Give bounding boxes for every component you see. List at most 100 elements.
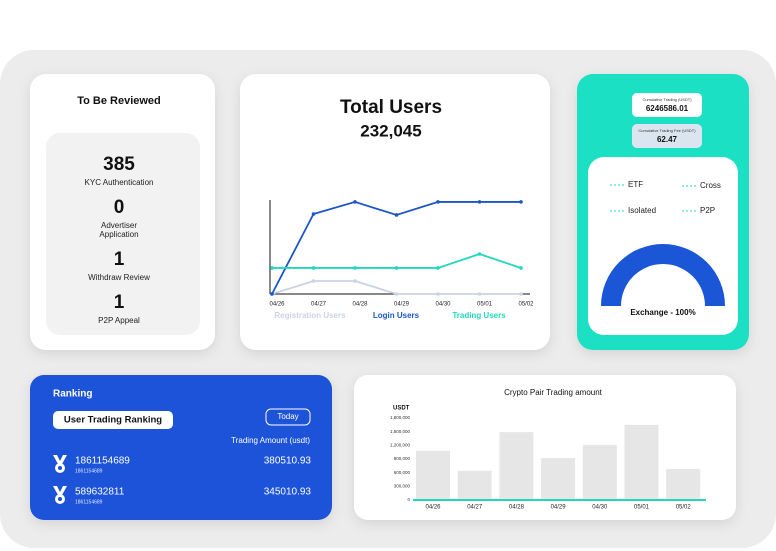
x-tick-label: 05/01 — [477, 302, 493, 308]
review-count: 1 — [114, 292, 125, 313]
y-tick-label: 0 — [407, 497, 410, 502]
legend-label: Cross — [700, 181, 721, 190]
x-tick-label: 05/01 — [634, 505, 650, 511]
ranking-rows: 18611546891861154689380510.9358963281118… — [53, 455, 311, 505]
x-tick-label: 04/30 — [435, 302, 451, 308]
user-sub: 1861154689 — [75, 499, 103, 505]
data-point — [353, 266, 357, 270]
y-tick-label: 900,000 — [394, 456, 411, 461]
user-id: 589632811 — [75, 487, 125, 498]
review-title: To Be Reviewed — [77, 95, 161, 107]
stat-value: 62.47 — [657, 135, 678, 144]
legend-label: P2P — [700, 206, 715, 215]
x-tick-label: 04/30 — [592, 505, 608, 511]
data-point — [519, 200, 523, 204]
review-label: P2P Appeal — [98, 316, 140, 325]
review-count: 0 — [114, 197, 125, 218]
legend-dashes — [610, 184, 697, 212]
data-point — [477, 252, 482, 256]
data-point — [436, 266, 440, 270]
users-total: 232,045 — [360, 121, 421, 140]
bar — [666, 469, 701, 500]
users-plot: 04/26 04/27 04/28 04/29 04/30 05/01 05/02 Regis… — [269, 200, 534, 320]
x-tick-label: 04/29 — [394, 302, 410, 308]
y-tick-label: 1,200,000 — [390, 443, 411, 448]
data-point — [436, 200, 440, 204]
trading-amount: 345010.93 — [264, 487, 312, 498]
data-point — [519, 266, 523, 270]
x-tick-label: 05/02 — [676, 505, 692, 511]
data-point — [477, 200, 482, 204]
bar — [541, 458, 576, 500]
bar — [457, 470, 492, 500]
x-tick-label: 04/27 — [467, 505, 483, 511]
data-point — [519, 292, 523, 296]
data-point — [311, 266, 316, 270]
y-tick-label: 1,500,000 — [390, 429, 411, 434]
medal-icon — [53, 486, 67, 495]
review-label: Withdraw Review — [88, 273, 150, 282]
legend-label: Trading Users — [452, 311, 506, 320]
data-point — [394, 266, 399, 270]
data-point — [394, 213, 399, 217]
review-count: 1 — [114, 249, 125, 270]
stat-box — [632, 124, 702, 148]
pair-title: Crypto Pair Trading amount — [504, 388, 603, 397]
x-tick-label: 04/26 — [269, 302, 285, 308]
ranking-tab[interactable] — [53, 411, 173, 429]
x-tick-label: 05/02 — [518, 302, 534, 308]
medal-icon — [58, 497, 62, 501]
bar — [499, 432, 534, 500]
data-point — [311, 279, 316, 283]
user-sub: 1861154689 — [75, 468, 103, 474]
users-title: Total Users — [340, 97, 442, 118]
stat-box — [632, 93, 702, 117]
user-id: 1861154689 — [75, 456, 130, 467]
ranking-tab-label[interactable]: User Trading Ranking — [64, 415, 162, 426]
trading-amount: 380510.93 — [264, 456, 312, 467]
review-items: 385 KYC Authentication 0 AdvertiserApplicat… — [85, 154, 154, 325]
ranking-title: Ranking — [53, 389, 92, 400]
review-count: 385 — [103, 154, 135, 175]
legend-label: ETF — [628, 180, 643, 189]
review-label: Advertiser — [101, 221, 137, 230]
data-point — [477, 292, 482, 296]
medal-icon — [58, 466, 62, 470]
bar — [416, 450, 450, 500]
legend-label: Login Users — [373, 311, 420, 320]
data-point — [436, 292, 440, 296]
review-panel — [46, 133, 200, 335]
y-axis-label: USDT — [393, 406, 410, 412]
data-point — [394, 292, 399, 296]
x-tick-label: 04/27 — [311, 302, 327, 308]
stat-label: Cumulative Trading Fee (USDT) — [638, 128, 696, 133]
review-label: Application — [99, 230, 138, 239]
data-point — [353, 279, 357, 283]
y-tick-label: 300,000 — [394, 484, 411, 489]
bar — [582, 444, 617, 500]
x-tick-label: 04/28 — [352, 302, 368, 308]
y-tick-label: 600,000 — [394, 470, 411, 475]
x-tick-label: 04/28 — [509, 505, 525, 511]
x-tick-label: 04/26 — [425, 505, 441, 511]
data-point — [353, 200, 357, 204]
data-point — [311, 212, 316, 216]
stat-value: 6246586.01 — [646, 104, 689, 113]
legend-label: Isolated — [628, 206, 656, 215]
data-point — [270, 292, 274, 296]
data-point — [270, 266, 274, 270]
filter-button[interactable] — [265, 408, 311, 426]
stat-label: Cumulative Trading (USDT) — [642, 97, 692, 102]
pair-plot: 0 300,000 600,000 900,000 1,200,000 1,500,000… — [390, 415, 706, 511]
medal-icon — [53, 455, 67, 464]
y-tick-label: 1,800,000 — [390, 415, 411, 420]
column-header: Trading Amount (usdt) — [231, 436, 310, 445]
gauge-arc — [601, 244, 725, 306]
bar — [624, 424, 659, 500]
legend-label: Registration Users — [274, 311, 346, 320]
gauge-label: Exchange - 100% — [630, 308, 695, 317]
review-label: KYC Authentication — [85, 178, 154, 187]
filter-label[interactable]: Today — [277, 412, 298, 421]
